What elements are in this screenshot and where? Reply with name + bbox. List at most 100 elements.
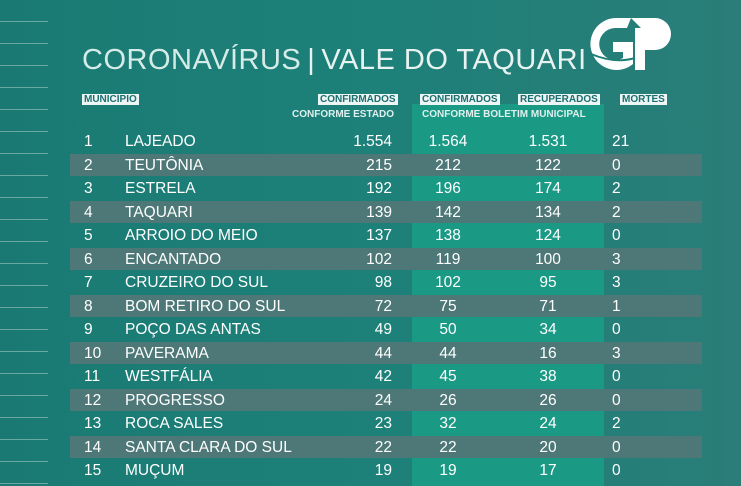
decorative-stripes bbox=[0, 0, 48, 486]
municipality-name: ROCA SALES bbox=[125, 415, 224, 432]
table-row: 3 ESTRELA 192 196 174 2 bbox=[70, 177, 702, 199]
municipality-name: TEUTÔNIA bbox=[125, 156, 204, 174]
confirmed-municipal: 212 bbox=[435, 156, 461, 174]
recovered: 17 bbox=[539, 462, 557, 479]
recovered: 1.531 bbox=[528, 133, 568, 150]
header-municipio-label: MUNICÍPIO bbox=[82, 94, 139, 105]
municipality-name: LAJEADO bbox=[125, 133, 196, 150]
confirmed-municipal: 102 bbox=[435, 274, 461, 291]
row-number: 2 bbox=[84, 156, 93, 174]
deaths: 0 bbox=[612, 391, 621, 409]
table-row: 5 ARROIO DO MEIO 137 138 124 0 bbox=[70, 224, 702, 246]
title-left: CORONAVÍRUS bbox=[82, 44, 302, 76]
municipality-name: ARROIO DO MEIO bbox=[125, 227, 258, 244]
table-row: 9 POÇO DAS ANTAS 49 50 34 0 bbox=[70, 318, 702, 340]
deaths: 3 bbox=[612, 250, 621, 268]
confirmed-municipal: 19 bbox=[439, 462, 457, 479]
municipality-name: ESTRELA bbox=[125, 180, 196, 197]
table-row: 7 CRUZEIRO DO SUL 98 102 95 3 bbox=[70, 271, 702, 293]
row-number: 7 bbox=[84, 274, 93, 291]
row-number: 12 bbox=[84, 391, 102, 409]
header-conforme-estado: CONFORME ESTADO bbox=[292, 109, 395, 120]
recovered: 134 bbox=[535, 203, 561, 221]
municipality-name: BOM RETIRO DO SUL bbox=[125, 297, 286, 315]
recovered: 26 bbox=[539, 391, 557, 409]
header-confirmados-estado: CONFIRMADOS bbox=[318, 94, 398, 105]
recovered: 124 bbox=[535, 227, 561, 244]
recovered: 100 bbox=[535, 250, 561, 268]
row-number: 14 bbox=[84, 438, 102, 456]
confirmed-state: 137 bbox=[366, 227, 392, 244]
table-row: 12 PROGRESSO 24 26 26 0 bbox=[70, 388, 702, 411]
row-number: 13 bbox=[84, 415, 102, 432]
recovered: 122 bbox=[535, 156, 561, 174]
confirmed-municipal: 45 bbox=[439, 368, 457, 385]
title-right: VALE DO TAQUARI bbox=[321, 44, 587, 76]
deaths: 1 bbox=[612, 297, 621, 315]
table-row: 1 LAJEADO 1.554 1.564 1.531 21 bbox=[70, 130, 702, 152]
table-row: 4 TAQUARI 139 142 134 2 bbox=[70, 200, 702, 223]
title-separator: | bbox=[307, 44, 316, 76]
deaths: 0 bbox=[612, 156, 621, 174]
confirmed-municipal: 75 bbox=[439, 297, 457, 315]
row-number: 1 bbox=[84, 133, 93, 150]
municipality-name: PROGRESSO bbox=[125, 391, 225, 409]
municipality-name: MUÇUM bbox=[125, 462, 185, 479]
header-confirmados-municipal: CONFIRMADOS bbox=[420, 94, 500, 105]
deaths: 2 bbox=[612, 203, 621, 221]
confirmed-municipal: 196 bbox=[435, 180, 461, 197]
deaths: 0 bbox=[612, 227, 621, 244]
gp-logo bbox=[590, 18, 671, 70]
deaths: 3 bbox=[612, 274, 621, 291]
header-confirmados-estado-label: CONFIRMADOS bbox=[318, 94, 398, 105]
row-number: 3 bbox=[84, 180, 93, 197]
table-row: 10 PAVERAMA 44 44 16 3 bbox=[70, 341, 702, 364]
table-row: 11 WESTFÁLIA 42 45 38 0 bbox=[70, 365, 702, 387]
table-row: 14 SANTA CLARA DO SUL 22 22 20 0 bbox=[70, 435, 702, 458]
confirmed-state: 102 bbox=[366, 250, 392, 268]
row-number: 15 bbox=[84, 462, 102, 479]
municipality-name: WESTFÁLIA bbox=[125, 368, 213, 385]
row-number: 5 bbox=[84, 227, 93, 244]
recovered: 71 bbox=[539, 297, 557, 315]
recovered: 20 bbox=[539, 438, 557, 456]
row-number: 11 bbox=[84, 368, 101, 385]
header-confirmados-municipal-label: CONFIRMADOS bbox=[420, 94, 500, 105]
municipality-name: ENCANTADO bbox=[125, 250, 222, 268]
row-number: 6 bbox=[84, 250, 93, 268]
deaths: 2 bbox=[612, 415, 621, 432]
confirmed-state: 19 bbox=[374, 462, 392, 479]
recovered: 34 bbox=[539, 321, 557, 338]
row-number: 9 bbox=[84, 321, 93, 338]
deaths: 0 bbox=[612, 368, 621, 385]
confirmed-municipal: 142 bbox=[435, 203, 461, 221]
municipality-name: CRUZEIRO DO SUL bbox=[125, 274, 268, 291]
confirmed-state: 23 bbox=[374, 415, 392, 432]
confirmed-state: 44 bbox=[374, 344, 392, 362]
recovered: 38 bbox=[539, 368, 557, 385]
confirmed-state: 1.554 bbox=[353, 133, 392, 150]
confirmed-state: 98 bbox=[374, 274, 392, 291]
recovered: 174 bbox=[535, 180, 561, 197]
table-row: 8 BOM RETIRO DO SUL 72 75 71 1 bbox=[70, 294, 702, 317]
row-number: 8 bbox=[84, 297, 93, 315]
deaths: 0 bbox=[612, 438, 621, 456]
confirmed-state: 49 bbox=[374, 321, 392, 338]
table-row: 13 ROCA SALES 23 32 24 2 bbox=[70, 412, 702, 434]
deaths: 21 bbox=[612, 133, 630, 150]
confirmed-municipal: 44 bbox=[439, 344, 457, 362]
header-municipio: MUNICÍPIO bbox=[82, 94, 139, 105]
municipality-name: SANTA CLARA DO SUL bbox=[125, 438, 292, 456]
confirmed-state: 192 bbox=[366, 180, 392, 197]
confirmed-state: 215 bbox=[366, 156, 392, 174]
confirmed-municipal: 22 bbox=[439, 438, 457, 456]
confirmed-municipal: 50 bbox=[439, 321, 457, 338]
deaths: 3 bbox=[612, 344, 621, 362]
header-mortes: MORTES bbox=[620, 94, 667, 105]
table-row: 6 ENCANTADO 102 119 100 3 bbox=[70, 247, 702, 270]
confirmed-state: 72 bbox=[374, 297, 392, 315]
municipality-name: POÇO DAS ANTAS bbox=[125, 321, 261, 338]
confirmed-state: 42 bbox=[374, 368, 392, 385]
row-number: 4 bbox=[84, 203, 93, 221]
recovered: 16 bbox=[539, 344, 557, 362]
